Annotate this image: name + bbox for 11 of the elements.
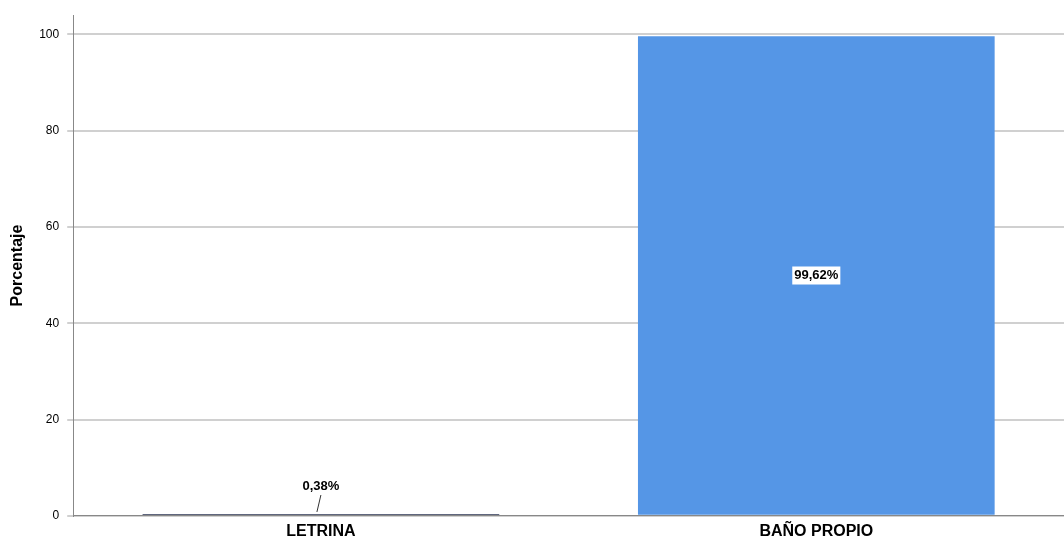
y-tick-label: 40: [45, 315, 60, 330]
y-tick-label: 80: [45, 123, 60, 138]
x-tick-label: LETRINA: [286, 521, 357, 539]
y-tick-label: 100: [39, 26, 60, 41]
y-tick-label: 20: [45, 411, 60, 426]
x-tick-label: BAÑO PROPIO: [759, 519, 874, 539]
y-axis-title: Porcentaje: [8, 224, 26, 307]
data-label: 99,62%: [794, 267, 839, 283]
data-label: 0,38%: [302, 477, 340, 493]
y-tick-label: 60: [45, 219, 60, 234]
y-tick-label: 0: [52, 508, 60, 523]
